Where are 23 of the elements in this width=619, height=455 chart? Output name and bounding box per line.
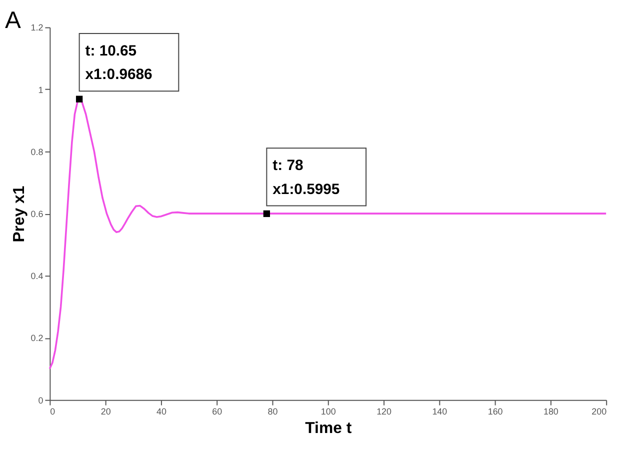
x-tick-label: 100	[320, 406, 336, 416]
x-tick-label: 80	[268, 406, 278, 416]
annotation: t: 10.65 x1:0.9686	[85, 43, 152, 84]
x-tick-label: 120	[376, 406, 392, 416]
y-tick-label: 0	[38, 395, 44, 406]
y-tick-label: 1	[38, 84, 44, 95]
y-tick-label: 0.4	[30, 271, 44, 282]
x-tick-label: 20	[100, 406, 111, 416]
x-tick-label: 200	[592, 406, 607, 416]
y-axis-title: Prey x1	[10, 186, 28, 242]
annotation: t: 78 x1:0.5995	[272, 158, 340, 198]
y-tick-label: 0.8	[30, 146, 44, 157]
y-tick-label: 1.2	[30, 22, 44, 33]
x-axis-title: Time t	[305, 420, 352, 438]
y-tick-label: 0.6	[30, 209, 44, 220]
x-tick-label: 60	[212, 406, 222, 416]
x-tick-label: 140	[432, 406, 448, 416]
x-tick-label: 160	[488, 406, 503, 416]
y-tick-label: 0.2	[30, 333, 44, 344]
chart-title: A	[4, 7, 21, 34]
x-tick-label: 0	[50, 406, 56, 416]
x-tick-label: 40	[156, 406, 166, 416]
x-tick-label: 180	[543, 406, 558, 416]
